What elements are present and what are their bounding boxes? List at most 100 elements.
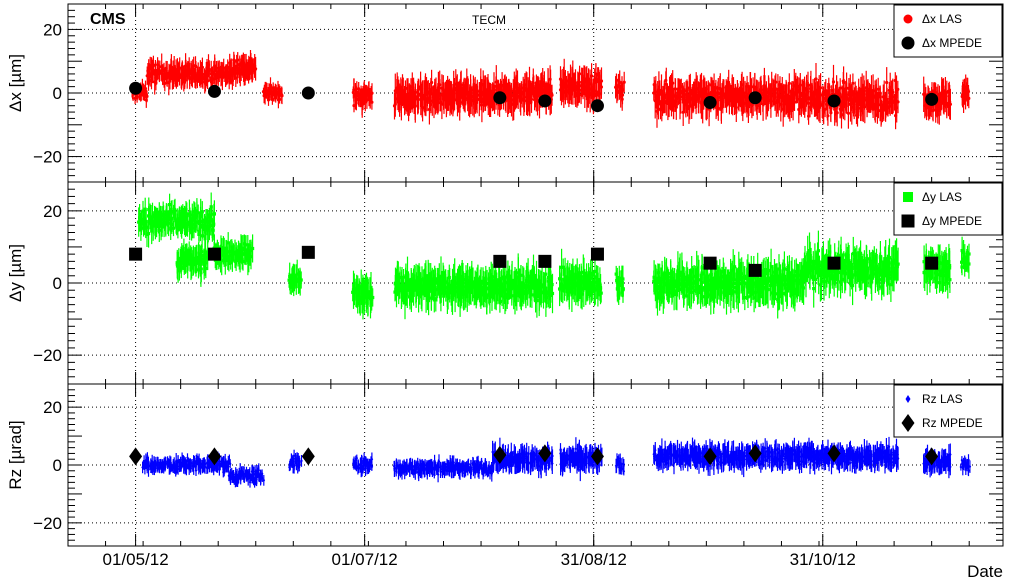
dy-las-series: [137, 192, 971, 320]
dx-las-point: [806, 83, 810, 87]
dy-las-point: [491, 287, 495, 291]
dy-las-point: [434, 297, 438, 301]
dy-las-point: [358, 298, 362, 302]
dx-las-point: [143, 87, 148, 91]
dx-las-point: [436, 101, 440, 105]
dy-las-point: [196, 211, 200, 215]
dx-las-point: [158, 69, 162, 73]
dy-las-point: [470, 277, 474, 281]
dy-las-point: [617, 291, 621, 295]
dy-las-point: [406, 280, 410, 284]
dy-las-point: [504, 275, 508, 279]
dy-las-point: [197, 232, 201, 236]
dy-las-point: [653, 284, 657, 288]
dx-las-point: [863, 105, 867, 109]
dy-las-point: [580, 287, 584, 291]
dy-las-point: [705, 279, 709, 283]
dy-las-point: [493, 281, 497, 285]
dx-mpede-point: [301, 86, 315, 100]
dy-las-point: [215, 261, 219, 265]
dx-las-point: [266, 98, 271, 102]
dx-las-point: [370, 100, 374, 104]
dy-las-point: [215, 244, 219, 249]
dx-las-point: [236, 58, 240, 62]
data-layer: [129, 50, 972, 488]
dy-las-point: [567, 288, 571, 292]
dy-las-point: [353, 289, 357, 293]
dy-las-point: [619, 280, 623, 284]
dy-las-point: [356, 291, 360, 295]
dy-las-point: [674, 284, 678, 288]
dy-las-point: [535, 299, 539, 303]
dy-las-point: [711, 288, 715, 292]
dy-las-point: [489, 278, 493, 282]
dx-mpede-point: [925, 92, 939, 106]
dy-las-point: [546, 276, 551, 280]
dy-las-point: [223, 253, 227, 257]
dy-las-point: [743, 296, 747, 300]
dy-las-point: [197, 259, 201, 263]
dx-mpede-point: [590, 99, 604, 113]
dy-las-point: [246, 243, 250, 247]
dy-las-point: [669, 279, 673, 283]
dy-las-point: [193, 258, 197, 262]
dy-las-point: [429, 296, 433, 300]
dx-las-point: [795, 88, 800, 92]
dy-las-point: [733, 265, 737, 269]
dy-las-point: [468, 283, 472, 287]
dy-las-point: [209, 223, 213, 227]
dy-las-point: [726, 279, 730, 283]
dx-las-point: [885, 80, 889, 85]
dy-las-point: [516, 275, 520, 279]
dy-las-point: [197, 221, 202, 225]
dy-las-point: [544, 272, 548, 276]
dy-las-point: [354, 291, 358, 295]
dy-las-point: [151, 221, 155, 225]
dy-las-point: [746, 295, 750, 299]
dy-las-point: [545, 295, 549, 299]
dy-las-point: [472, 294, 476, 299]
dy-las-point: [185, 214, 189, 218]
dy-las-point: [575, 274, 579, 278]
dx-las-point: [826, 114, 830, 118]
dy-las-point: [227, 261, 231, 265]
dy-las-point: [177, 269, 181, 273]
dy-las-point: [531, 270, 536, 274]
dy-las-point: [177, 219, 181, 223]
dy-las-point: [177, 256, 181, 260]
dy-las-point: [230, 254, 234, 258]
dx-las-point: [370, 91, 374, 95]
dy-las-point: [522, 286, 526, 290]
dy-las-point: [212, 212, 216, 216]
dy-las-point: [458, 298, 462, 302]
dy-las-point: [656, 271, 660, 275]
dy-las-point: [183, 225, 187, 229]
dy-las-point: [547, 287, 551, 291]
dy-las-point: [593, 269, 597, 273]
dy-las-point: [659, 285, 663, 289]
dy-las-point: [688, 287, 692, 291]
dy-las-point: [724, 292, 729, 297]
dx-las-point: [622, 80, 626, 84]
dy-las-point: [583, 277, 587, 281]
dy-las-point: [740, 272, 744, 276]
dy-las-point: [579, 275, 583, 279]
dx-las-point: [213, 69, 217, 73]
dy-las-point: [188, 258, 192, 262]
dy-las-point: [154, 213, 158, 217]
dy-las-point: [182, 251, 186, 255]
dy-las-point: [501, 275, 505, 279]
dy-las-point: [194, 251, 198, 255]
dy-las-point: [184, 252, 188, 256]
dy-las-point: [732, 290, 736, 294]
dx-las-point: [762, 83, 767, 88]
dx-mpede-point: [748, 91, 762, 105]
dy-las-point: [217, 259, 221, 263]
dy-las-point: [241, 259, 245, 264]
dy-las-point: [404, 293, 408, 297]
dy-las-point: [359, 285, 363, 289]
dy-las-point: [175, 262, 179, 266]
dx-las-point: [819, 86, 823, 90]
dy-las-point: [589, 291, 593, 295]
dy-las-point: [299, 278, 303, 282]
